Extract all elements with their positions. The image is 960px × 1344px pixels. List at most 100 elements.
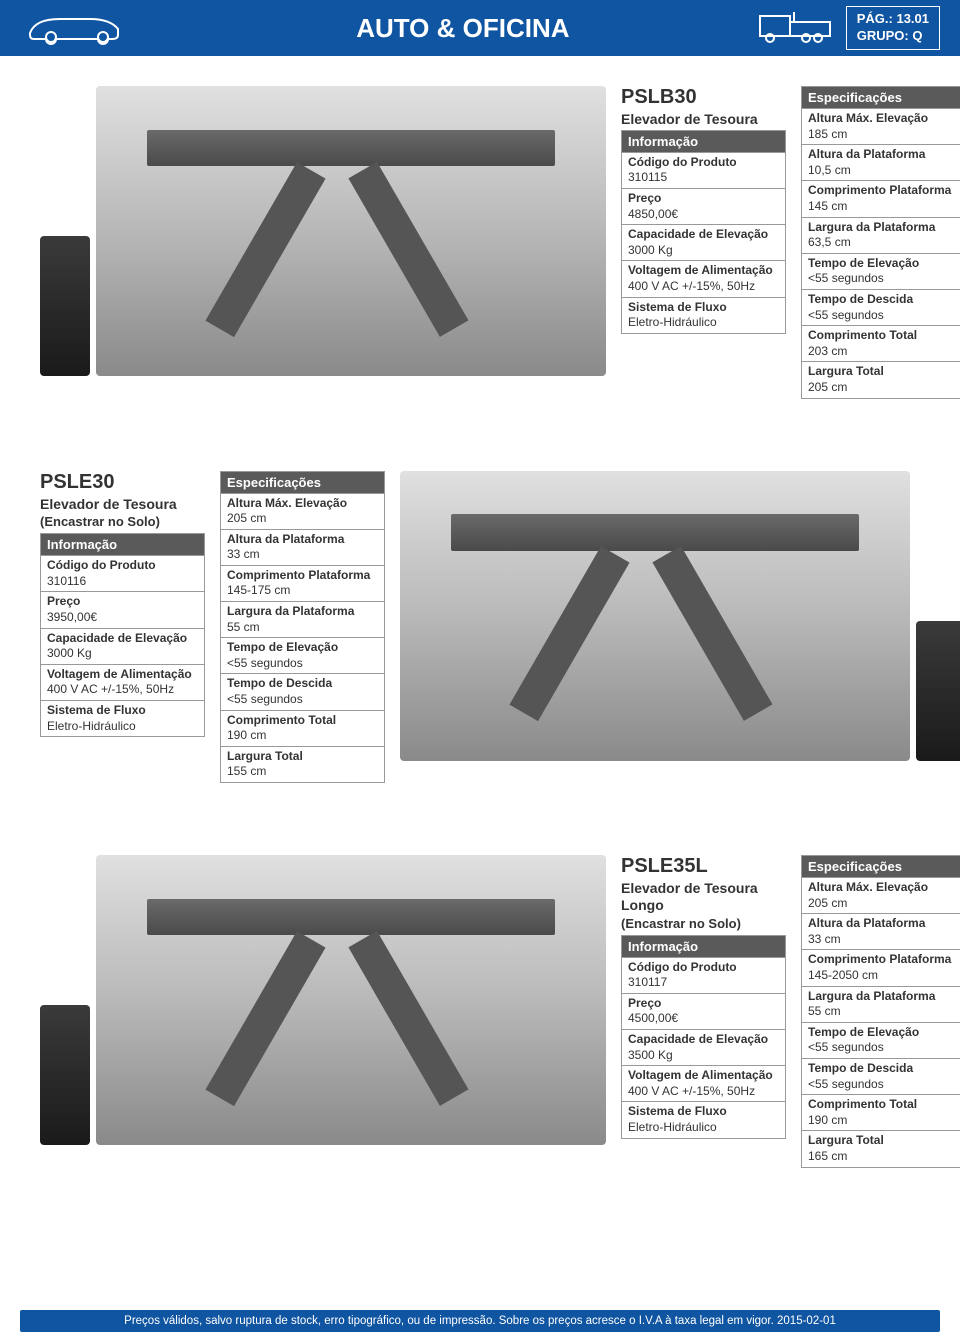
control-box-image [40,236,90,376]
label-preco: Preço [628,191,779,207]
control-box-image [916,621,960,761]
value-codigo: 310116 [47,574,198,590]
label-comp-total: Comprimento Total [808,1097,959,1113]
value-larg-plat: 55 cm [227,620,378,636]
label-larg-total: Largura Total [227,749,378,765]
label-altura-plat: Altura da Plataforma [808,147,959,163]
label-comp-plat: Comprimento Plataforma [808,183,959,199]
value-comp-plat: 145-2050 cm [808,968,959,984]
value-capacidade: 3000 Kg [628,243,779,259]
label-sistema: Sistema de Fluxo [628,300,779,316]
value-tempo-desc: <55 segundos [808,308,959,324]
value-comp-total: 190 cm [808,1113,959,1129]
product-image-wrap [40,855,606,1145]
value-capacidade: 3500 Kg [628,1048,779,1064]
label-sistema: Sistema de Fluxo [47,703,198,719]
spec-box: Especificações Altura Máx. Elevação205 c… [801,855,960,1168]
truck-icon [756,8,836,49]
scissor-lift-image [400,471,910,761]
product-info-column: PSLE35L Elevador de Tesoura Longo (Encas… [621,855,786,1141]
value-comp-total: 203 cm [808,344,959,360]
value-comp-total: 190 cm [227,728,378,744]
scissor-lift-image [96,855,606,1145]
product-code: PSLE35L [621,855,786,878]
info-header: Informação [41,534,204,555]
label-comp-plat: Comprimento Plataforma [808,952,959,968]
product-code: PSLB30 [621,86,786,109]
product-note: (Encastrar no Solo) [621,916,786,931]
value-larg-total: 165 cm [808,1149,959,1165]
label-larg-plat: Largura da Plataforma [808,220,959,236]
label-larg-total: Largura Total [808,1133,959,1149]
value-preco: 4500,00€ [628,1011,779,1027]
label-tempo-desc: Tempo de Descida [227,676,378,692]
label-preco: Preço [628,996,779,1012]
product-pslb30: PSLB30 Elevador de Tesoura Informação Có… [0,56,960,411]
label-tempo-elev: Tempo de Elevação [808,1025,959,1041]
label-sistema: Sistema de Fluxo [628,1104,779,1120]
value-voltagem: 400 V AC +/-15%, 50Hz [628,279,779,295]
info-header: Informação [622,936,785,957]
label-codigo: Código do Produto [628,155,779,171]
label-voltagem: Voltagem de Alimentação [628,263,779,279]
value-larg-total: 155 cm [227,764,378,780]
page-footer: Preços válidos, salvo ruptura de stock, … [0,1310,960,1332]
value-altura-plat: 10,5 cm [808,163,959,179]
label-tempo-desc: Tempo de Descida [808,292,959,308]
value-sistema: Eletro-Hidráulico [628,315,779,331]
product-image-wrap [400,471,960,761]
label-altura-max: Altura Máx. Elevação [808,880,959,896]
spec-box: Especificações Altura Máx. Elevação205 c… [220,471,385,784]
value-altura-max: 205 cm [227,511,378,527]
value-tempo-desc: <55 segundos [227,692,378,708]
value-codigo: 310115 [628,170,779,186]
control-box-image [40,1005,90,1145]
value-preco: 3950,00€ [47,610,198,626]
label-larg-plat: Largura da Plataforma [227,604,378,620]
label-comp-total: Comprimento Total [808,328,959,344]
info-box: Informação Código do Produto310116 Preço… [40,533,205,737]
product-subtitle: Elevador de Tesoura [621,111,786,128]
label-tempo-elev: Tempo de Elevação [227,640,378,656]
product-image-wrap [40,86,606,376]
value-comp-plat: 145-175 cm [227,583,378,599]
value-voltagem: 400 V AC +/-15%, 50Hz [47,682,198,698]
footer-text: Preços válidos, salvo ruptura de stock, … [20,1310,940,1332]
value-tempo-elev: <55 segundos [808,1040,959,1056]
header-right: PÁG.: 13.01 GRUPO: Q [756,6,940,50]
product-spec-column: Especificações Altura Máx. Elevação185 c… [801,86,960,401]
value-tempo-elev: <55 segundos [808,271,959,287]
value-larg-plat: 63,5 cm [808,235,959,251]
info-box: Informação Código do Produto310117 Preço… [621,935,786,1139]
label-capacidade: Capacidade de Elevação [47,631,198,647]
value-larg-plat: 55 cm [808,1004,959,1020]
page-number: PÁG.: 13.01 [857,11,929,28]
label-codigo: Código do Produto [628,960,779,976]
label-capacidade: Capacidade de Elevação [628,227,779,243]
spec-header: Especificações [802,87,960,108]
product-spec-column: Especificações Altura Máx. Elevação205 c… [801,855,960,1170]
label-comp-plat: Comprimento Plataforma [227,568,378,584]
label-comp-total: Comprimento Total [227,713,378,729]
label-voltagem: Voltagem de Alimentação [628,1068,779,1084]
value-capacidade: 3000 Kg [47,646,198,662]
label-larg-plat: Largura da Plataforma [808,989,959,1005]
value-sistema: Eletro-Hidráulico [628,1120,779,1136]
label-codigo: Código do Produto [47,558,198,574]
info-box: Informação Código do Produto310115 Preço… [621,130,786,334]
product-psle35l: PSLE35L Elevador de Tesoura Longo (Encas… [0,795,960,1180]
label-preco: Preço [47,594,198,610]
value-sistema: Eletro-Hidráulico [47,719,198,735]
spec-header: Especificações [221,472,384,493]
product-note: (Encastrar no Solo) [40,514,205,529]
product-spec-column: Especificações Altura Máx. Elevação205 c… [220,471,385,786]
spec-header: Especificações [802,856,960,877]
product-info-column: PSLB30 Elevador de Tesoura Informação Có… [621,86,786,336]
product-info-column: PSLE30 Elevador de Tesoura (Encastrar no… [40,471,205,740]
value-altura-plat: 33 cm [227,547,378,563]
product-psle30: PSLE30 Elevador de Tesoura (Encastrar no… [0,411,960,796]
car-icon [20,9,170,48]
value-larg-total: 205 cm [808,380,959,396]
value-tempo-elev: <55 segundos [227,656,378,672]
product-subtitle: Elevador de Tesoura [40,496,205,513]
